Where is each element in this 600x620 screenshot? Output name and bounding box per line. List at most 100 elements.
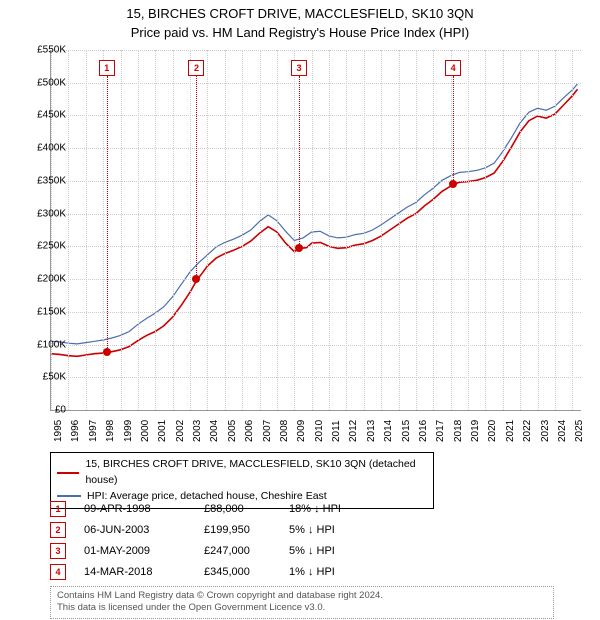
x-tick-label: 2002 [175, 420, 186, 442]
gridline-v [572, 50, 573, 410]
y-tick-label: £100K [20, 339, 66, 350]
transaction-date: 09-APR-1998 [84, 503, 204, 515]
transaction-date: 01-MAY-2009 [84, 545, 204, 557]
gridline-h [51, 148, 581, 149]
gridline-v [346, 50, 347, 410]
gridline-v [190, 50, 191, 410]
chart-container: 15, BIRCHES CROFT DRIVE, MACCLESFIELD, S… [0, 0, 600, 620]
y-tick-label: £350K [20, 175, 66, 186]
transaction-row: 301-MAY-2009£247,0005% ↓ HPI [50, 540, 450, 561]
transaction-hpi-diff: 5% ↓ HPI [289, 545, 335, 557]
gridline-v [173, 50, 174, 410]
gridline-v [103, 50, 104, 410]
transaction-hpi-diff: 5% ↓ HPI [289, 524, 335, 536]
x-tick-label: 2007 [262, 420, 273, 442]
y-tick-label: £250K [20, 241, 66, 252]
line-plot-svg [51, 50, 581, 410]
transaction-number: 2 [50, 522, 66, 538]
y-tick-label: £300K [20, 208, 66, 219]
gridline-v [121, 50, 122, 410]
gridline-v [207, 50, 208, 410]
gridline-v [399, 50, 400, 410]
y-tick-label: £150K [20, 306, 66, 317]
transaction-hpi-diff: 18% ↓ HPI [289, 503, 341, 515]
y-tick-label: £550K [20, 45, 66, 56]
gridline-v [503, 50, 504, 410]
gridline-v [538, 50, 539, 410]
gridline-v [86, 50, 87, 410]
y-tick-label: £50K [20, 372, 66, 383]
x-tick-label: 2024 [557, 420, 568, 442]
gridline-h [51, 312, 581, 313]
series-property-line [51, 89, 578, 356]
marker-flag: 3 [291, 60, 307, 76]
gridline-h [51, 181, 581, 182]
gridline-v [451, 50, 452, 410]
x-tick-label: 2014 [383, 420, 394, 442]
x-tick-label: 2005 [227, 420, 238, 442]
transactions-table: 109-APR-1998£88,00018% ↓ HPI 2 06-JUN-2003… [50, 498, 450, 582]
marker-dot [295, 244, 303, 252]
x-tick-label: 1996 [70, 420, 81, 442]
gridline-h [51, 50, 581, 51]
x-tick-label: 2022 [522, 420, 533, 442]
x-tick-label: 2016 [418, 420, 429, 442]
transaction-date: 06-JUN-2003 [84, 524, 204, 536]
marker-dot [449, 180, 457, 188]
gridline-v [225, 50, 226, 410]
gridline-v [381, 50, 382, 410]
gridline-v [68, 50, 69, 410]
y-tick-label: £400K [20, 143, 66, 154]
marker-dot [192, 275, 200, 283]
x-tick-label: 1998 [105, 420, 116, 442]
gridline-h [51, 115, 581, 116]
x-tick-label: 2012 [348, 420, 359, 442]
transaction-hpi-diff: 1% ↓ HPI [289, 566, 335, 578]
transaction-row: 109-APR-1998£88,00018% ↓ HPI [50, 498, 450, 519]
gridline-v [51, 50, 52, 410]
legend-item: 15, BIRCHES CROFT DRIVE, MACCLESFIELD, S… [57, 457, 427, 489]
gridline-v [364, 50, 365, 410]
gridline-v [277, 50, 278, 410]
footer-line-2: This data is licensed under the Open Gov… [57, 602, 547, 614]
x-tick-label: 2013 [366, 420, 377, 442]
y-tick-label: £200K [20, 274, 66, 285]
gridline-h [51, 246, 581, 247]
x-tick-label: 2006 [244, 420, 255, 442]
marker-vline [299, 76, 300, 248]
gridline-v [260, 50, 261, 410]
gridline-h [51, 345, 581, 346]
x-tick-label: 2015 [401, 420, 412, 442]
transaction-row: 414-MAR-2018£345,0001% ↓ HPI [50, 561, 450, 582]
x-tick-label: 2023 [540, 420, 551, 442]
gridline-v [485, 50, 486, 410]
y-tick-label: £450K [20, 110, 66, 121]
x-tick-label: 2010 [314, 420, 325, 442]
title-block: 15, BIRCHES CROFT DRIVE, MACCLESFIELD, S… [0, 0, 600, 42]
x-tick-label: 1997 [88, 420, 99, 442]
y-tick-label: £0 [20, 405, 66, 416]
gridline-h [51, 214, 581, 215]
x-tick-label: 2018 [453, 420, 464, 442]
gridline-v [329, 50, 330, 410]
footer-line-1: Contains HM Land Registry data © Crown c… [57, 590, 547, 602]
x-tick-label: 2020 [487, 420, 498, 442]
x-tick-label: 2009 [296, 420, 307, 442]
x-tick-label: 2025 [574, 420, 585, 442]
x-tick-label: 2003 [192, 420, 203, 442]
chart-plot-area [50, 50, 581, 411]
gridline-v [416, 50, 417, 410]
gridline-h [51, 279, 581, 280]
gridline-v [242, 50, 243, 410]
marker-vline [453, 76, 454, 184]
transaction-price: £199,950 [204, 524, 289, 536]
x-tick-label: 2017 [435, 420, 446, 442]
gridline-v [138, 50, 139, 410]
transaction-number: 3 [50, 543, 66, 559]
x-tick-label: 2008 [279, 420, 290, 442]
gridline-h [51, 377, 581, 378]
gridline-v [312, 50, 313, 410]
x-tick-label: 2019 [470, 420, 481, 442]
transaction-price: £88,000 [204, 503, 289, 515]
transaction-date: 14-MAR-2018 [84, 566, 204, 578]
